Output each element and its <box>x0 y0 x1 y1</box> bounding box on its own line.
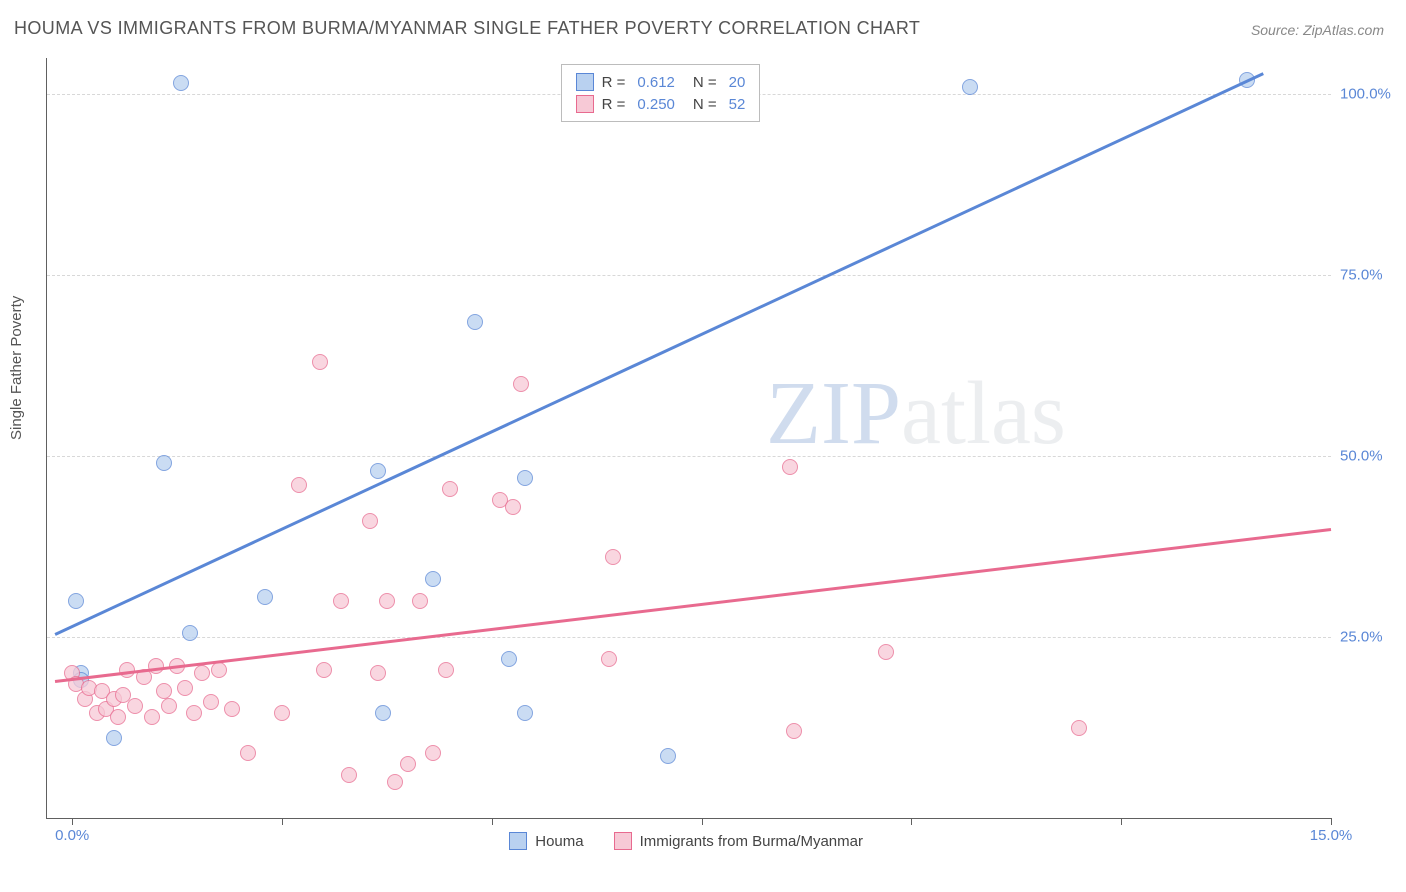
data-point <box>387 774 403 790</box>
legend-r-value: 0.250 <box>637 96 675 113</box>
data-point <box>312 354 328 370</box>
data-point <box>442 481 458 497</box>
legend-series-name: Houma <box>535 833 583 850</box>
legend-item: Immigrants from Burma/Myanmar <box>614 832 863 850</box>
data-point <box>316 662 332 678</box>
legend-row: R = 0.250 N = 52 <box>576 93 746 115</box>
data-point <box>517 470 533 486</box>
data-point <box>257 589 273 605</box>
x-tick <box>282 818 283 825</box>
data-point <box>379 593 395 609</box>
legend-n-value: 20 <box>729 74 746 91</box>
y-tick-label: 100.0% <box>1340 86 1391 103</box>
data-point <box>156 455 172 471</box>
data-point <box>203 694 219 710</box>
data-point <box>110 709 126 725</box>
data-point <box>425 571 441 587</box>
data-point <box>412 593 428 609</box>
data-point <box>782 459 798 475</box>
gridline <box>47 637 1331 638</box>
data-point <box>127 698 143 714</box>
y-tick-label: 25.0% <box>1340 629 1383 646</box>
data-point <box>962 79 978 95</box>
legend-item: Houma <box>509 832 583 850</box>
data-point <box>517 705 533 721</box>
data-point <box>224 701 240 717</box>
x-tick <box>72 818 73 825</box>
data-point <box>173 75 189 91</box>
x-tick <box>1121 818 1122 825</box>
data-point <box>186 705 202 721</box>
gridline <box>47 456 1331 457</box>
data-point <box>370 665 386 681</box>
watermark: ZIPatlas <box>766 362 1066 465</box>
data-point <box>194 665 210 681</box>
legend-swatch <box>576 73 594 91</box>
legend-r-label: R = <box>602 96 626 113</box>
data-point <box>370 463 386 479</box>
data-point <box>425 745 441 761</box>
data-point <box>182 625 198 641</box>
data-point <box>400 756 416 772</box>
data-point <box>119 662 135 678</box>
data-point <box>438 662 454 678</box>
data-point <box>211 662 227 678</box>
chart-title: HOUMA VS IMMIGRANTS FROM BURMA/MYANMAR S… <box>14 18 920 39</box>
legend-series-name: Immigrants from Burma/Myanmar <box>640 833 863 850</box>
data-point <box>601 651 617 667</box>
legend-n-label: N = <box>693 74 717 91</box>
data-point <box>605 549 621 565</box>
data-point <box>467 314 483 330</box>
x-tick-label: 0.0% <box>55 827 89 844</box>
source-label: Source: ZipAtlas.com <box>1251 22 1384 38</box>
y-tick-label: 75.0% <box>1340 267 1383 284</box>
legend-r-label: R = <box>602 74 626 91</box>
x-tick <box>1331 818 1332 825</box>
data-point <box>362 513 378 529</box>
legend-n-value: 52 <box>729 96 746 113</box>
data-point <box>68 593 84 609</box>
data-point <box>177 680 193 696</box>
data-point <box>291 477 307 493</box>
legend-swatch <box>509 832 527 850</box>
data-point <box>501 651 517 667</box>
series-legend: Houma Immigrants from Burma/Myanmar <box>509 832 863 850</box>
data-point <box>1071 720 1087 736</box>
gridline <box>47 275 1331 276</box>
legend-row: R = 0.612 N = 20 <box>576 71 746 93</box>
legend-n-label: N = <box>693 96 717 113</box>
data-point <box>513 376 529 392</box>
data-point <box>786 723 802 739</box>
data-point <box>505 499 521 515</box>
trend-line <box>55 528 1331 682</box>
legend-r-value: 0.612 <box>637 74 675 91</box>
data-point <box>240 745 256 761</box>
legend-swatch <box>576 95 594 113</box>
data-point <box>161 698 177 714</box>
x-tick <box>492 818 493 825</box>
data-point <box>106 730 122 746</box>
data-point <box>341 767 357 783</box>
y-tick-label: 50.0% <box>1340 448 1383 465</box>
data-point <box>148 658 164 674</box>
scatter-plot: ZIPatlas 0.0%15.0%R =0.612N =20R =0.250N… <box>46 58 1331 819</box>
data-point <box>144 709 160 725</box>
x-tick-label: 15.0% <box>1310 827 1353 844</box>
data-point <box>333 593 349 609</box>
x-tick <box>911 818 912 825</box>
data-point <box>878 644 894 660</box>
data-point <box>660 748 676 764</box>
trend-line <box>55 73 1265 636</box>
correlation-legend: R = 0.612 N = 20 R = 0.250 N = 52 <box>561 64 761 122</box>
legend-swatch <box>614 832 632 850</box>
x-tick <box>702 818 703 825</box>
y-axis-label: Single Father Poverty <box>8 296 25 440</box>
data-point <box>375 705 391 721</box>
data-point <box>274 705 290 721</box>
